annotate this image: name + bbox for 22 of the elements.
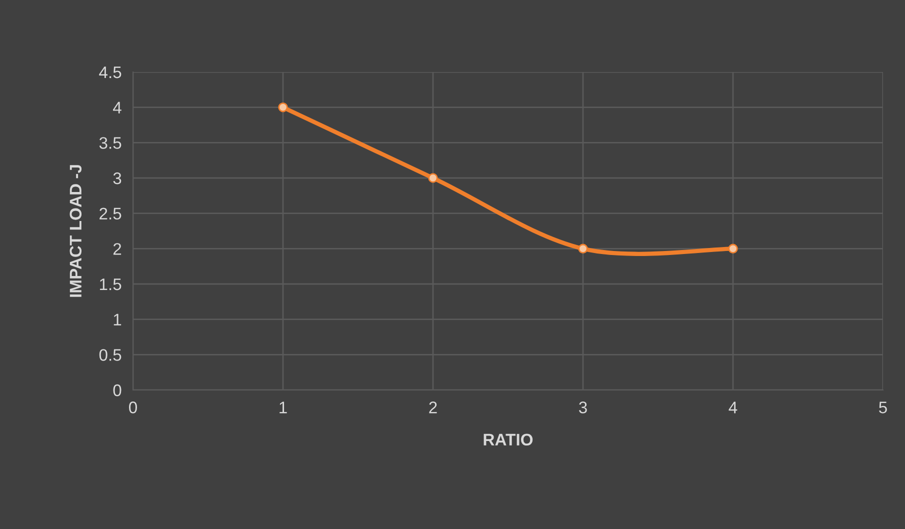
x-tick-label: 5 <box>879 402 887 414</box>
y-tick-label: 0.5 <box>99 349 122 361</box>
y-tick-label: 1 <box>114 314 122 326</box>
y-axis-title: IMPACT LOAD -J <box>70 165 82 297</box>
x-tick-label: 0 <box>129 402 137 414</box>
point <box>728 244 738 254</box>
y-tick-label: 1.5 <box>100 278 122 290</box>
point <box>278 102 288 112</box>
x-axis-title: RATIO <box>484 434 533 446</box>
y-tick-label: 0 <box>113 384 122 396</box>
y-tick-label: 2.5 <box>100 208 122 220</box>
y-tick-label: 3 <box>113 172 122 184</box>
x-tick-label: 1 <box>280 402 287 414</box>
y-tick-label: 4 <box>113 102 122 114</box>
y-tick-label: 2 <box>113 243 122 255</box>
x-tick-label: 2 <box>429 402 437 414</box>
x-tick-label: 3 <box>579 402 587 414</box>
point <box>578 244 588 254</box>
point <box>428 173 438 183</box>
y-tick-label: 4.5 <box>99 66 122 78</box>
y-tick-label: 3.5 <box>99 137 122 149</box>
x-tick-label: 4 <box>728 402 738 414</box>
